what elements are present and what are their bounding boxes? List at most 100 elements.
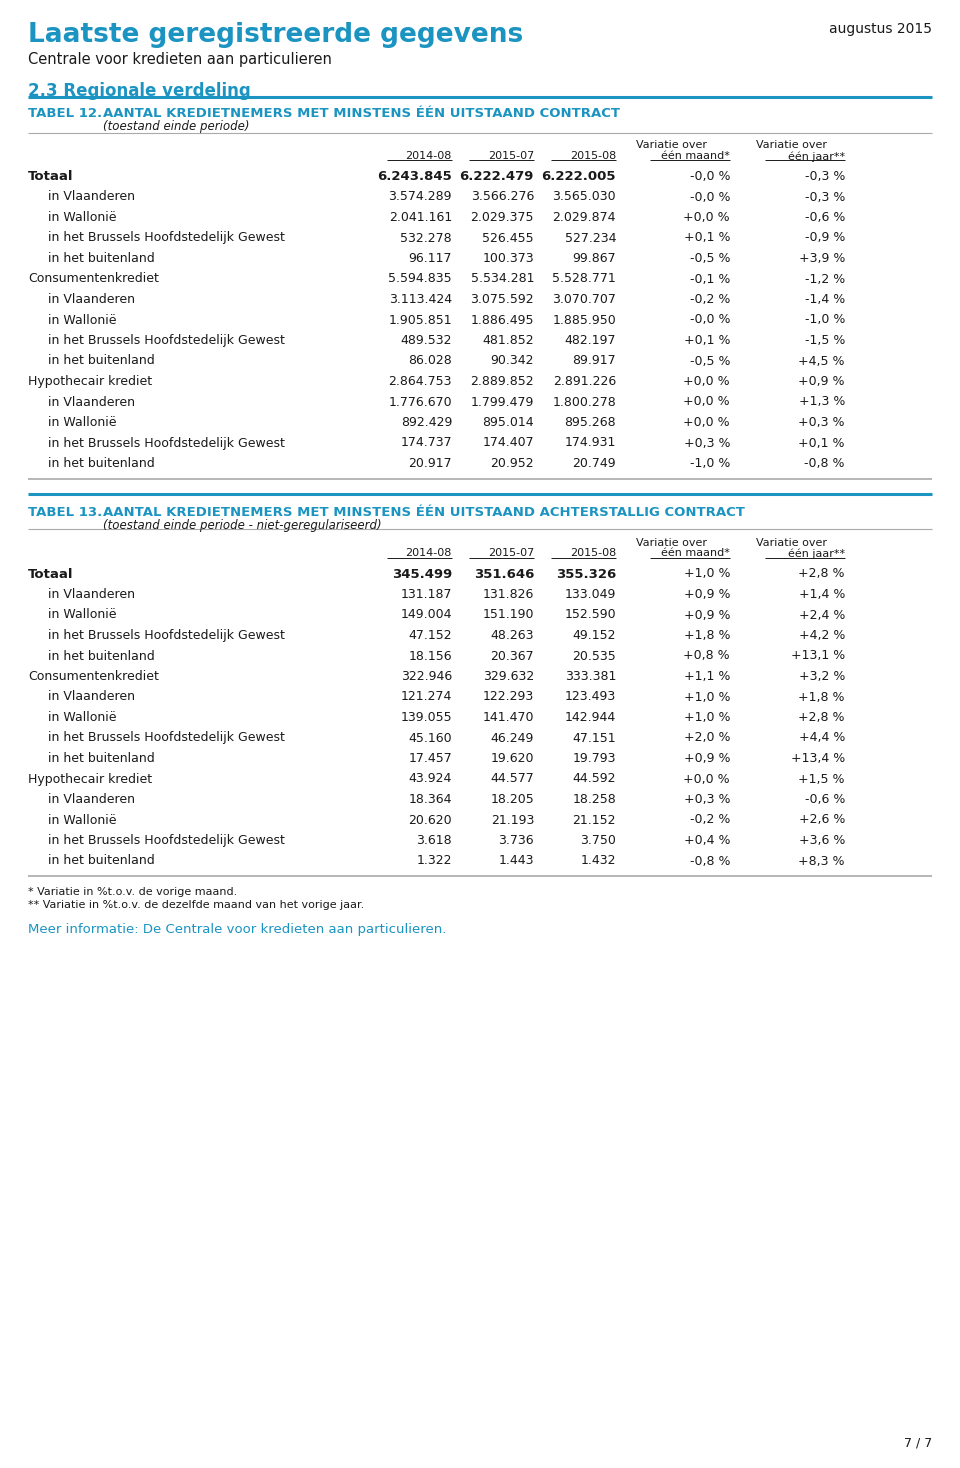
Text: 100.373: 100.373	[482, 252, 534, 266]
Text: 5.594.835: 5.594.835	[389, 273, 452, 285]
Text: 90.342: 90.342	[491, 354, 534, 367]
Text: 482.197: 482.197	[564, 335, 616, 346]
Text: -0,0 %: -0,0 %	[689, 170, 730, 184]
Text: Variatie over: Variatie over	[636, 537, 708, 548]
Text: * Variatie in %t.o.v. de vorige maand.: * Variatie in %t.o.v. de vorige maand.	[28, 887, 237, 897]
Text: +0,0 %: +0,0 %	[684, 772, 730, 785]
Text: (toestand einde periode - niet-geregulariseerd): (toestand einde periode - niet-geregular…	[103, 518, 382, 531]
Text: Variatie over: Variatie over	[756, 139, 828, 150]
Text: 174.931: 174.931	[564, 436, 616, 449]
Text: +4,2 %: +4,2 %	[799, 628, 845, 642]
Text: Hypothecair krediet: Hypothecair krediet	[28, 772, 152, 785]
Text: +1,0 %: +1,0 %	[684, 690, 730, 703]
Text: in het buitenland: in het buitenland	[48, 752, 155, 765]
Text: +3,9 %: +3,9 %	[799, 252, 845, 266]
Text: in het Brussels Hoofdstedelijk Gewest: in het Brussels Hoofdstedelijk Gewest	[48, 436, 285, 449]
Text: -1,5 %: -1,5 %	[804, 335, 845, 346]
Text: 322.946: 322.946	[400, 669, 452, 683]
Text: +13,1 %: +13,1 %	[791, 649, 845, 662]
Text: 20.620: 20.620	[408, 813, 452, 826]
Text: +2,4 %: +2,4 %	[799, 609, 845, 621]
Text: 20.367: 20.367	[491, 649, 534, 662]
Text: 3.113.424: 3.113.424	[389, 294, 452, 305]
Text: 489.532: 489.532	[400, 335, 452, 346]
Text: 139.055: 139.055	[400, 711, 452, 724]
Text: +8,3 %: +8,3 %	[799, 854, 845, 868]
Text: 151.190: 151.190	[483, 609, 534, 621]
Text: Centrale voor kredieten aan particulieren: Centrale voor kredieten aan particuliere…	[28, 51, 332, 68]
Text: TABEL 12.: TABEL 12.	[28, 107, 102, 120]
Text: 2.041.161: 2.041.161	[389, 211, 452, 225]
Text: 3.566.276: 3.566.276	[470, 191, 534, 204]
Text: 1.886.495: 1.886.495	[470, 314, 534, 326]
Text: +13,4 %: +13,4 %	[791, 752, 845, 765]
Text: 2.029.375: 2.029.375	[470, 211, 534, 225]
Text: +1,5 %: +1,5 %	[799, 772, 845, 785]
Text: -0,2 %: -0,2 %	[689, 813, 730, 826]
Text: in het buitenland: in het buitenland	[48, 252, 155, 266]
Text: -0,8 %: -0,8 %	[689, 854, 730, 868]
Text: 46.249: 46.249	[491, 731, 534, 744]
Text: 43.924: 43.924	[409, 772, 452, 785]
Text: Totaal: Totaal	[28, 170, 74, 184]
Text: 21.152: 21.152	[572, 813, 616, 826]
Text: 1.432: 1.432	[581, 854, 616, 868]
Text: 2014-08: 2014-08	[406, 549, 452, 558]
Text: AANTAL KREDIETNEMERS MET MINSTENS ÉÉN UITSTAAND CONTRACT: AANTAL KREDIETNEMERS MET MINSTENS ÉÉN UI…	[103, 107, 620, 120]
Text: +0,3 %: +0,3 %	[799, 415, 845, 429]
Text: +0,4 %: +0,4 %	[684, 834, 730, 847]
Text: -0,3 %: -0,3 %	[804, 170, 845, 184]
Text: +2,6 %: +2,6 %	[799, 813, 845, 826]
Text: 2.029.874: 2.029.874	[553, 211, 616, 225]
Text: in het buitenland: in het buitenland	[48, 854, 155, 868]
Text: 19.793: 19.793	[572, 752, 616, 765]
Text: 18.156: 18.156	[408, 649, 452, 662]
Text: -0,6 %: -0,6 %	[804, 211, 845, 225]
Text: in Wallonië: in Wallonië	[48, 711, 116, 724]
Text: ** Variatie in %t.o.v. de dezelfde maand van het vorige jaar.: ** Variatie in %t.o.v. de dezelfde maand…	[28, 900, 364, 910]
Text: 355.326: 355.326	[556, 568, 616, 580]
Text: 526.455: 526.455	[482, 232, 534, 245]
Text: 174.737: 174.737	[400, 436, 452, 449]
Text: +1,1 %: +1,1 %	[684, 669, 730, 683]
Text: in Wallonië: in Wallonië	[48, 813, 116, 826]
Text: 892.429: 892.429	[400, 415, 452, 429]
Text: in Vlaanderen: in Vlaanderen	[48, 589, 135, 600]
Text: in Vlaanderen: in Vlaanderen	[48, 294, 135, 305]
Text: 17.457: 17.457	[408, 752, 452, 765]
Text: 895.268: 895.268	[564, 415, 616, 429]
Text: -0,5 %: -0,5 %	[689, 354, 730, 367]
Text: 48.263: 48.263	[491, 628, 534, 642]
Text: 1.799.479: 1.799.479	[470, 395, 534, 408]
Text: +2,8 %: +2,8 %	[799, 568, 845, 580]
Text: 6.222.479: 6.222.479	[460, 170, 534, 184]
Text: Totaal: Totaal	[28, 568, 74, 580]
Text: 44.592: 44.592	[572, 772, 616, 785]
Text: 141.470: 141.470	[483, 711, 534, 724]
Text: -0,3 %: -0,3 %	[804, 191, 845, 204]
Text: +0,1 %: +0,1 %	[799, 436, 845, 449]
Text: 142.944: 142.944	[564, 711, 616, 724]
Text: -0,1 %: -0,1 %	[689, 273, 730, 285]
Text: +0,9 %: +0,9 %	[684, 752, 730, 765]
Text: 2015-07: 2015-07	[488, 151, 534, 161]
Text: +0,0 %: +0,0 %	[684, 374, 730, 388]
Text: 3.075.592: 3.075.592	[470, 294, 534, 305]
Text: 47.151: 47.151	[572, 731, 616, 744]
Text: 3.618: 3.618	[417, 834, 452, 847]
Text: 1.885.950: 1.885.950	[552, 314, 616, 326]
Text: 45.160: 45.160	[408, 731, 452, 744]
Text: 6.222.005: 6.222.005	[541, 170, 616, 184]
Text: 133.049: 133.049	[564, 589, 616, 600]
Text: 5.528.771: 5.528.771	[552, 273, 616, 285]
Text: 333.381: 333.381	[564, 669, 616, 683]
Text: TABEL 13.: TABEL 13.	[28, 505, 103, 518]
Text: +0,3 %: +0,3 %	[684, 793, 730, 806]
Text: +0,9 %: +0,9 %	[799, 374, 845, 388]
Text: +2,0 %: +2,0 %	[684, 731, 730, 744]
Text: 2.3 Regionale verdeling: 2.3 Regionale verdeling	[28, 82, 251, 100]
Text: +4,5 %: +4,5 %	[799, 354, 845, 367]
Text: 351.646: 351.646	[473, 568, 534, 580]
Text: 6.243.845: 6.243.845	[377, 170, 452, 184]
Text: 131.826: 131.826	[483, 589, 534, 600]
